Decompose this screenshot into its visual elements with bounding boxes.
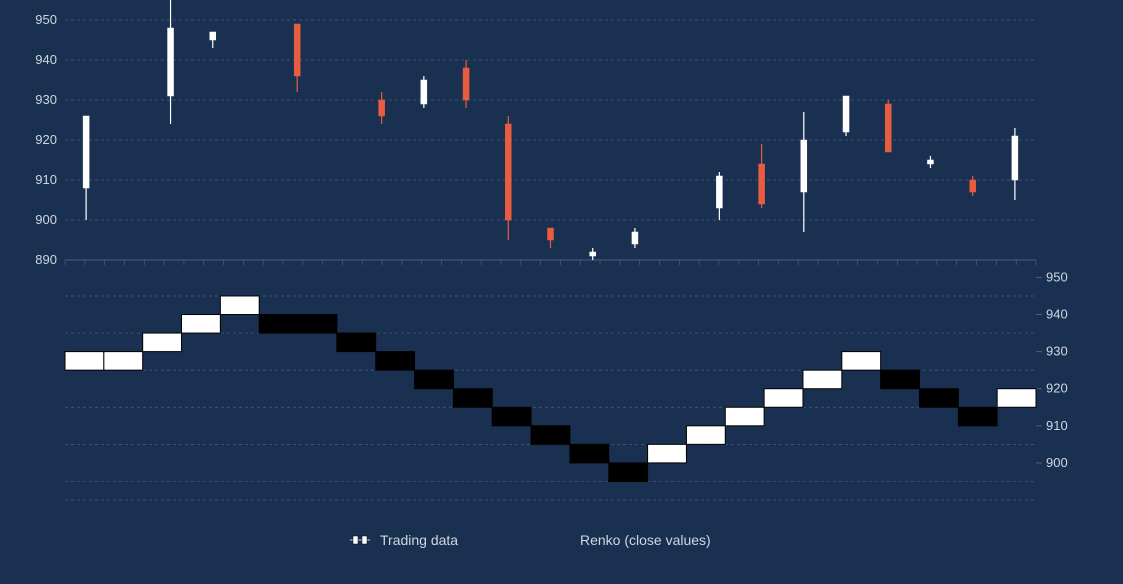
y-axis-tick-label: 910 bbox=[35, 172, 57, 187]
chart-container: 890 900 910 920 930 940 950 900 910 920 930 940 950 T… bbox=[0, 0, 1123, 584]
candle-body bbox=[632, 232, 638, 244]
renko-brick bbox=[686, 426, 725, 445]
legend-label: Renko (close values) bbox=[580, 532, 711, 548]
y-axis-tick-label: 890 bbox=[35, 252, 57, 267]
legend-label: Trading data bbox=[380, 532, 458, 548]
renko-brick bbox=[259, 315, 298, 334]
renko-brick bbox=[104, 352, 143, 371]
candle-body bbox=[759, 164, 765, 204]
legend-candle-icon bbox=[353, 536, 358, 544]
y-axis-tick-label: 940 bbox=[35, 52, 57, 67]
y-axis-tick-label: 920 bbox=[1046, 381, 1068, 396]
renko-brick bbox=[570, 444, 609, 463]
y-axis-tick-label: 940 bbox=[1046, 307, 1068, 322]
legend-candle-icon bbox=[362, 536, 367, 544]
candle-body bbox=[210, 32, 216, 40]
y-axis-tick-label: 950 bbox=[1046, 269, 1068, 284]
renko-brick bbox=[997, 389, 1036, 408]
renko-brick bbox=[648, 444, 687, 463]
candle-body bbox=[168, 28, 174, 96]
candle-body bbox=[505, 124, 511, 220]
candle-body bbox=[970, 180, 976, 192]
renko-brick bbox=[182, 315, 221, 334]
y-axis-tick-label: 920 bbox=[35, 132, 57, 147]
renko-brick bbox=[531, 426, 570, 445]
candle-body bbox=[716, 176, 722, 208]
y-axis-tick-label: 930 bbox=[1046, 344, 1068, 359]
renko-brick bbox=[453, 389, 492, 408]
candle-body bbox=[885, 104, 891, 152]
candle-body bbox=[463, 68, 469, 100]
candle-body bbox=[1012, 136, 1018, 180]
y-axis-tick-label: 930 bbox=[35, 92, 57, 107]
y-axis-tick-label: 910 bbox=[1046, 418, 1068, 433]
renko-brick bbox=[337, 333, 376, 352]
candle-body bbox=[843, 96, 849, 132]
candle-body bbox=[590, 252, 596, 256]
renko-brick bbox=[220, 296, 259, 315]
renko-brick bbox=[415, 370, 454, 389]
candle-body bbox=[379, 100, 385, 116]
renko-brick bbox=[492, 407, 531, 426]
candle-body bbox=[927, 160, 933, 164]
renko-brick bbox=[376, 352, 415, 371]
renko-brick bbox=[298, 315, 337, 334]
renko-brick bbox=[609, 463, 648, 482]
renko-brick bbox=[881, 370, 920, 389]
candle-body bbox=[421, 80, 427, 104]
y-axis-tick-label: 950 bbox=[35, 12, 57, 27]
renko-brick bbox=[764, 389, 803, 408]
renko-brick bbox=[65, 352, 104, 371]
renko-brick bbox=[919, 389, 958, 408]
candle-body bbox=[83, 116, 89, 188]
renko-brick bbox=[143, 333, 182, 352]
renko-brick bbox=[725, 407, 764, 426]
renko-brick bbox=[958, 407, 997, 426]
renko-brick bbox=[842, 352, 881, 371]
candle-body bbox=[548, 228, 554, 240]
y-axis-tick-label: 900 bbox=[35, 212, 57, 227]
renko-brick bbox=[803, 370, 842, 389]
candle-body bbox=[294, 24, 300, 76]
y-axis-tick-label: 900 bbox=[1046, 455, 1068, 470]
candle-body bbox=[801, 140, 807, 192]
